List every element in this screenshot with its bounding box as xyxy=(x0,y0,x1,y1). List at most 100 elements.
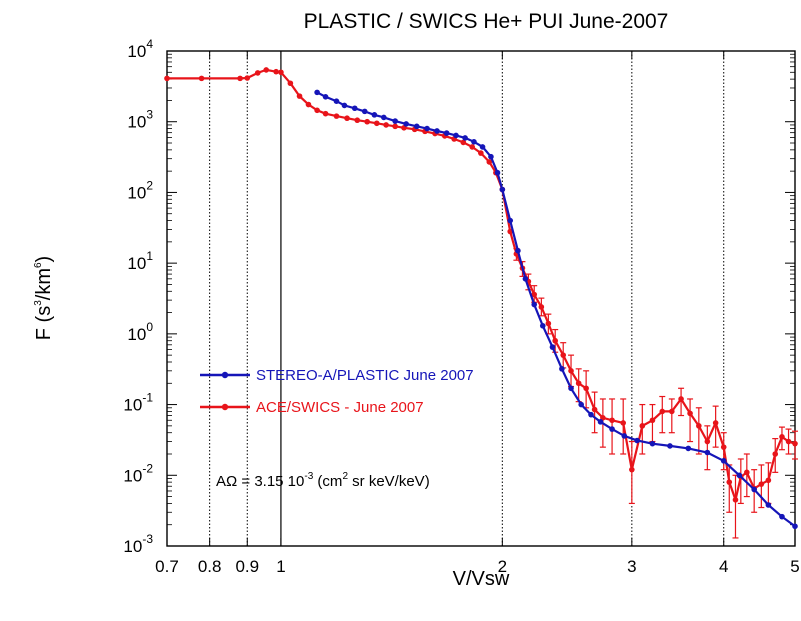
data-point xyxy=(720,444,727,450)
data-point xyxy=(413,123,420,130)
data-point xyxy=(649,440,656,447)
data-point xyxy=(494,169,501,176)
x-tick-label: 5 xyxy=(790,557,799,576)
data-point xyxy=(765,502,772,508)
x-tick-label: 3 xyxy=(627,557,636,576)
data-point xyxy=(478,150,484,156)
data-point xyxy=(685,445,692,452)
chart-title: PLASTIC / SWICS He+ PUI June-2007 xyxy=(304,10,669,33)
y-axis-label-sup2: 6 xyxy=(33,262,44,268)
data-point xyxy=(667,443,673,449)
data-point xyxy=(678,396,684,402)
series-plastic xyxy=(314,89,798,530)
x-tick-label: 1 xyxy=(276,557,285,576)
series-layer xyxy=(164,67,798,539)
data-point xyxy=(620,420,627,426)
data-point xyxy=(704,449,711,456)
y-tick-label: 10-2 xyxy=(123,461,153,485)
data-point xyxy=(322,110,329,117)
data-point xyxy=(434,128,440,134)
data-point xyxy=(639,423,646,429)
data-point xyxy=(237,75,243,82)
data-point xyxy=(322,94,329,100)
data-point xyxy=(460,139,467,146)
data-point xyxy=(314,89,320,96)
data-point xyxy=(560,352,567,358)
data-point xyxy=(531,291,538,298)
data-point xyxy=(591,406,598,413)
data-point xyxy=(392,123,398,130)
y-axis-label-sup1: 3 xyxy=(33,300,44,306)
data-point xyxy=(403,121,409,127)
data-point xyxy=(361,108,368,115)
y-axis-label: F (s3/km6) xyxy=(33,256,55,340)
x-tick-label: 0.9 xyxy=(235,557,259,576)
data-point xyxy=(720,458,727,464)
data-point xyxy=(744,469,750,476)
data-point xyxy=(479,144,486,150)
data-point xyxy=(785,438,792,445)
data-point xyxy=(726,479,733,485)
data-point xyxy=(273,68,279,75)
data-point xyxy=(659,408,666,415)
data-point xyxy=(629,466,635,473)
data-point xyxy=(609,426,615,432)
data-point xyxy=(198,75,205,82)
data-point xyxy=(588,411,594,418)
data-point xyxy=(462,135,468,141)
data-point xyxy=(751,486,757,493)
data-point xyxy=(779,434,785,440)
data-point xyxy=(424,125,430,132)
data-point xyxy=(792,523,798,530)
x-tick-label: 0.8 xyxy=(198,557,222,576)
data-point xyxy=(552,337,558,344)
annotation-exp1: -3 xyxy=(304,471,313,482)
data-point xyxy=(164,75,170,82)
data-point xyxy=(779,513,785,520)
data-point xyxy=(263,67,270,73)
legend-entry-swics: ACE/SWICS - June 2007 xyxy=(200,399,424,416)
legend-marker-swics xyxy=(221,403,229,411)
data-point xyxy=(333,113,340,119)
data-point xyxy=(471,138,477,145)
data-point xyxy=(296,93,303,99)
data-point xyxy=(453,132,459,139)
data-point xyxy=(597,419,604,425)
data-point xyxy=(575,380,582,387)
data-point xyxy=(469,144,476,150)
data-point xyxy=(765,477,772,484)
data-point xyxy=(634,437,640,444)
annotation-mid: (cm xyxy=(313,473,342,490)
legend-entry-plastic: STEREO-A/PLASTIC June 2007 xyxy=(200,367,474,384)
data-point xyxy=(578,401,584,408)
data-point xyxy=(351,105,358,112)
data-point xyxy=(499,186,506,193)
y-tick-label: 102 xyxy=(127,178,153,202)
annotation-prefix: AΩ = 3.15 10 xyxy=(216,473,304,490)
annotation-exp2: 2 xyxy=(342,471,348,482)
data-point xyxy=(486,159,493,165)
y-tick-label: 10-1 xyxy=(123,391,153,415)
data-point xyxy=(704,438,711,445)
y-tick-label: 10-3 xyxy=(123,532,153,556)
legend-marker-plastic xyxy=(221,371,229,379)
legend: STEREO-A/PLASTIC June 2007 ACE/SWICS - J… xyxy=(200,367,474,416)
data-point xyxy=(373,120,380,127)
reference-lines xyxy=(209,51,725,546)
data-point xyxy=(568,368,574,374)
geometric-factor-annotation: AΩ = 3.15 10-3 (cm2 sr keV/keV) xyxy=(216,471,430,490)
x-tick-label: 0.7 xyxy=(155,557,179,576)
x-axis-ticks: 0.7 0.8 0.9 1 2 3 4 5 xyxy=(155,51,800,576)
data-point xyxy=(344,115,350,122)
data-point xyxy=(538,304,545,310)
data-point xyxy=(669,408,675,415)
x-axis-label: V/Vsw xyxy=(453,568,510,590)
annotation-suffix: sr keV/keV) xyxy=(348,473,430,490)
data-point xyxy=(792,440,798,447)
y-tick-label: 101 xyxy=(127,249,153,273)
data-point xyxy=(507,217,514,224)
data-point xyxy=(531,301,538,308)
data-point xyxy=(549,344,556,350)
data-point xyxy=(772,451,779,457)
data-point xyxy=(305,101,312,108)
